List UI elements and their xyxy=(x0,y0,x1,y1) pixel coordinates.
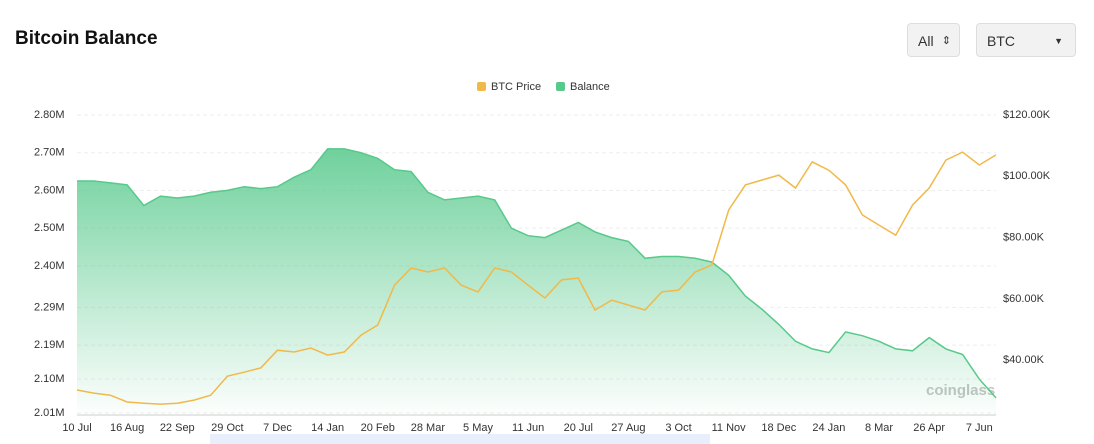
y2-tick-label: $60.00K xyxy=(1003,293,1045,305)
legend-label: Balance xyxy=(570,81,610,93)
y2-tick-label: $120.00K xyxy=(1003,109,1051,121)
x-tick-label: 28 Mar xyxy=(411,422,446,434)
x-tick-label: 27 Aug xyxy=(611,422,645,434)
coin-select-label[interactable]: BTC xyxy=(987,33,1015,49)
x-tick-label: 5 May xyxy=(463,422,493,434)
x-tick-label: 24 Jan xyxy=(812,422,845,434)
legend-label: BTC Price xyxy=(491,81,541,93)
x-tick-label: 7 Jun xyxy=(966,422,993,434)
x-tick-label: 11 Nov xyxy=(712,422,747,434)
balance-line xyxy=(77,148,997,399)
y2-tick-label: $80.00K xyxy=(1003,232,1045,244)
range-select[interactable]: All ⇕ xyxy=(907,23,960,57)
x-tick-label: 14 Jan xyxy=(311,422,344,434)
x-tick-label: 20 Feb xyxy=(361,422,395,434)
x-tick-label: 18 Dec xyxy=(761,422,796,434)
x-tick-label: 8 Mar xyxy=(865,422,893,434)
x-tick-label: 22 Sep xyxy=(160,422,195,434)
x-tick-label: 3 Oct xyxy=(665,422,691,434)
x-tick-label: 10 Jul xyxy=(62,422,91,434)
y-tick-label: 2.80M xyxy=(34,109,65,121)
select-caret: ▼ xyxy=(1054,36,1063,46)
y2-tick-label: $40.00K xyxy=(1003,354,1045,366)
y-tick-label: 2.10M xyxy=(34,373,65,385)
coin-select[interactable]: BTC ▼ xyxy=(976,23,1076,57)
y2-tick-label: $100.00K xyxy=(1003,170,1051,182)
y-tick-label: 2.29M xyxy=(34,301,65,313)
page-title: Bitcoin Balance xyxy=(15,28,158,49)
range-slider xyxy=(210,434,710,444)
x-tick-label: 20 Jul xyxy=(564,422,593,434)
y-tick-label: 2.70M xyxy=(34,147,65,159)
y-tick-label: 2.01M xyxy=(34,407,65,419)
x-tick-label: 7 Dec xyxy=(263,422,292,434)
x-tick-label: 16 Aug xyxy=(110,422,144,434)
range-select-label[interactable]: All xyxy=(918,33,934,49)
watermark: coinglass xyxy=(926,382,995,399)
legend-swatch xyxy=(556,82,565,91)
y-tick-label: 2.19M xyxy=(34,339,65,351)
x-tick-label: 26 Apr xyxy=(913,422,945,434)
x-tick-label: 11 Jun xyxy=(512,422,544,434)
price-line xyxy=(76,151,997,405)
y-tick-label: 2.50M xyxy=(34,222,65,234)
x-tick-label: 29 Oct xyxy=(211,422,243,434)
y-tick-label: 2.40M xyxy=(34,260,65,272)
select-arrows: ⇕ xyxy=(941,35,951,47)
area-fill xyxy=(77,148,996,413)
legend-swatch xyxy=(477,82,486,91)
y-tick-label: 2.60M xyxy=(34,184,65,196)
